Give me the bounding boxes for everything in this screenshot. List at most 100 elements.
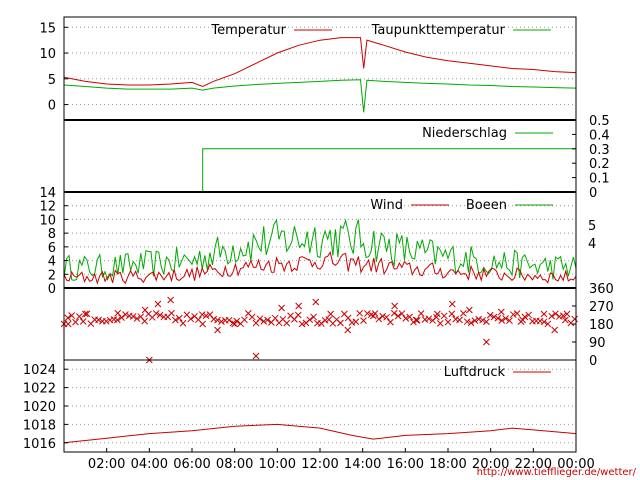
wind-direction-point (110, 316, 118, 323)
wind-direction-point (312, 298, 320, 306)
wind-direction-point (168, 309, 175, 317)
temperature-y-tick-label: 15 (39, 21, 56, 36)
wind-direction-point (233, 317, 241, 325)
wind-direction-point (559, 312, 567, 320)
wind-y-tick-label: 4 (48, 255, 56, 270)
wind-direction-point (391, 302, 399, 310)
x-tick-label: 14:00 (344, 457, 381, 472)
wind-direction-point (552, 310, 559, 318)
wind-direction-point (295, 302, 303, 310)
pressure-y-tick-label: 1018 (23, 418, 56, 433)
x-tick-label: 04:00 (131, 457, 168, 472)
wind-direction-point (448, 310, 456, 318)
wind-direction-point (241, 316, 248, 324)
wind-direction-point (465, 306, 473, 314)
wind-direction-point (68, 312, 76, 319)
wind-direction-point (210, 315, 218, 323)
wind-direction-point (102, 317, 110, 325)
wind-direction-point (218, 318, 225, 326)
wind-direction-point (551, 326, 559, 334)
precipitation-y-tick-label: 0 (589, 186, 597, 201)
x-tick-label: 06:00 (173, 457, 210, 472)
wind-direction-point (214, 316, 221, 324)
wind-direction-point (387, 318, 394, 326)
wind-right-label: 4 (588, 237, 596, 252)
wind-direction-point (327, 310, 335, 318)
wind-direction-point (256, 315, 264, 323)
legend-luftdruck-label: Luftdruck (444, 365, 506, 380)
wind-direction-point (248, 313, 256, 321)
wind-direction-point (133, 315, 141, 322)
frame-layer (63, 16, 577, 453)
wind-direction-y-tick-label: 180 (589, 318, 614, 333)
wind-series-wind (63, 250, 577, 285)
x-tick-label: 22:00 (515, 457, 552, 472)
pressure-series-0 (63, 423, 577, 444)
wind-direction-point (95, 316, 102, 324)
wind-series-boeen (63, 218, 577, 282)
wind-direction-point (402, 315, 410, 322)
data-layer (60, 37, 579, 444)
legend-taupunkt-label: Taupunkttemperatur (371, 23, 506, 38)
legend-wind-label: Wind (370, 198, 403, 213)
wind-direction-point (167, 296, 175, 304)
wind-direction-point (460, 310, 467, 317)
wind-direction-point (463, 318, 471, 326)
wind-direction-point (394, 312, 402, 320)
wind-direction-point (356, 309, 364, 317)
x-tick-label: 10:00 (259, 457, 296, 472)
wind-direction-point (390, 309, 398, 317)
wind-direction-point (364, 310, 371, 317)
wind-direction-point (310, 313, 317, 321)
wind-direction-point (298, 320, 306, 328)
wind-direction-point (278, 304, 285, 312)
wind-direction-point (252, 352, 260, 360)
x-tick-label: 18:00 (429, 457, 466, 472)
legend-temperatur-label: Temperatur (210, 23, 286, 38)
wind-direction-point (548, 312, 556, 320)
wind-direction-point (509, 311, 517, 318)
pressure-y-tick-label: 1022 (23, 382, 56, 397)
wind-direction-point (398, 310, 406, 317)
wind-direction-y-tick-label: 360 (589, 282, 614, 297)
wind-y-tick-label: 0 (48, 282, 56, 297)
wind-direction-point (76, 313, 83, 320)
wind-direction-point (179, 319, 187, 327)
x-tick-label: 12:00 (301, 457, 338, 472)
wind-direction-point (214, 326, 221, 334)
precipitation-y-tick-label: 0.2 (589, 157, 610, 172)
x-tick-label: 00:00 (557, 457, 594, 472)
temperature-y-tick-label: 5 (48, 73, 56, 88)
wind-direction-point (540, 310, 548, 318)
wind-direction-point (156, 311, 164, 319)
wind-direction-point (410, 318, 417, 326)
wind-direction-point (81, 310, 89, 318)
wind-direction-point (72, 318, 79, 326)
wind-direction-point (229, 319, 237, 327)
wind-direction-point (187, 315, 195, 323)
wind-direction-point (498, 317, 506, 324)
wind-y-tick-label: 14 (39, 186, 56, 201)
wind-direction-point (467, 319, 475, 327)
temperature-y-tick-label: 0 (48, 99, 56, 114)
precipitation-y-tick-label: 0.3 (589, 143, 610, 158)
x-tick-label: 08:00 (216, 457, 253, 472)
wind-direction-point (129, 313, 137, 320)
wind-direction-point (436, 320, 444, 327)
pressure-panel-frame (63, 359, 577, 453)
wind-direction-point (264, 316, 271, 324)
wind-direction-point (471, 317, 479, 324)
wind-direction-point (375, 315, 383, 323)
wind-direction-point (141, 317, 148, 325)
wind-direction-point (506, 317, 513, 325)
precipitation-y-tick-label: 0.5 (589, 114, 610, 129)
wind-direction-point (154, 300, 162, 308)
wind-direction-point (513, 310, 521, 317)
wind-y-tick-label: 8 (48, 227, 56, 242)
temperature-y-tick-label: 10 (39, 47, 56, 62)
wind-y-tick-label: 10 (39, 213, 56, 228)
wind-direction-y-tick-label: 90 (589, 336, 606, 351)
wind-right-label: 5 (588, 219, 596, 234)
